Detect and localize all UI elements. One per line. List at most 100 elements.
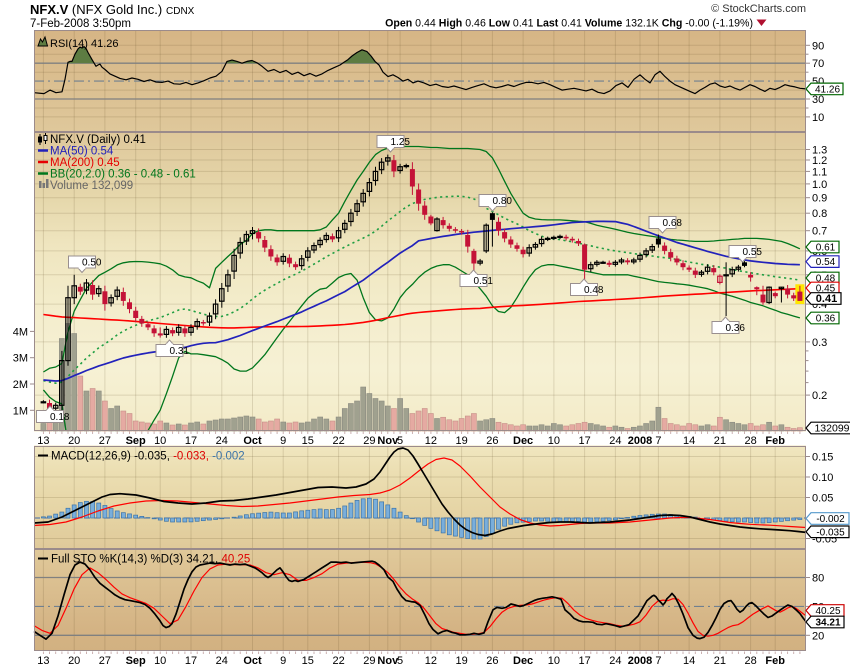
svg-text:10: 10 (154, 655, 166, 667)
svg-text:24: 24 (609, 435, 621, 447)
svg-text:13: 13 (37, 655, 49, 667)
svg-text:34.21: 34.21 (815, 618, 840, 629)
svg-text:7: 7 (655, 655, 661, 667)
svg-text:26: 26 (486, 655, 498, 667)
svg-text:0.7: 0.7 (812, 226, 827, 238)
svg-text:0.10: 0.10 (812, 472, 833, 484)
svg-text:21: 21 (714, 655, 726, 667)
svg-text:26: 26 (486, 435, 498, 447)
svg-text:17: 17 (578, 435, 590, 447)
svg-text:132099: 132099 (814, 423, 849, 435)
svg-text:2008: 2008 (628, 655, 652, 667)
svg-text:29: 29 (363, 435, 375, 447)
svg-text:Open 0.44 High 0.46 Low 0.41 L: Open 0.44 High 0.46 Low 0.41 Last 0.41 V… (385, 18, 753, 30)
svg-text:14: 14 (683, 655, 695, 667)
svg-text:2M: 2M (13, 379, 28, 391)
svg-text:0.41: 0.41 (816, 293, 837, 305)
svg-text:3M: 3M (13, 353, 28, 365)
svg-text:15: 15 (302, 435, 314, 447)
svg-text:Nov: Nov (377, 655, 399, 667)
svg-text:Volume 132,099: Volume 132,099 (50, 180, 133, 192)
svg-text:0.31: 0.31 (170, 346, 190, 357)
svg-text:0.36: 0.36 (816, 314, 836, 325)
svg-text:2008: 2008 (628, 435, 652, 447)
svg-text:27: 27 (99, 435, 111, 447)
svg-text:10: 10 (548, 655, 560, 667)
svg-text:Feb: Feb (765, 435, 785, 447)
svg-text:NFX.V (Daily) 0.41: NFX.V (Daily) 0.41 (50, 134, 146, 146)
svg-text:0.18: 0.18 (50, 412, 70, 423)
svg-text:20: 20 (812, 630, 824, 642)
svg-text:10: 10 (812, 112, 824, 124)
svg-text:24: 24 (216, 655, 228, 667)
svg-text:1.3: 1.3 (812, 145, 827, 157)
svg-text:-0.035: -0.035 (816, 527, 845, 538)
svg-text:30: 30 (812, 94, 824, 106)
svg-text:1M: 1M (13, 405, 28, 417)
svg-text:7: 7 (655, 435, 661, 447)
svg-text:Oct: Oct (243, 655, 262, 667)
svg-text:BB(20,2.0) 0.36 - 0.48 - 0.61: BB(20,2.0) 0.36 - 0.48 - 0.61 (50, 169, 196, 181)
svg-text:80: 80 (812, 573, 824, 585)
svg-text:0.80: 0.80 (493, 196, 513, 207)
svg-text:0.61: 0.61 (816, 243, 836, 254)
svg-text:20: 20 (68, 655, 80, 667)
svg-text:Dec: Dec (513, 435, 533, 447)
svg-text:-0.002: -0.002 (816, 514, 845, 525)
svg-text:20: 20 (68, 435, 80, 447)
svg-text:28: 28 (744, 655, 756, 667)
svg-text:Full STO %K(14,3) %D(3) 34.21,: Full STO %K(14,3) %D(3) 34.21, 40.25 (51, 554, 250, 566)
svg-text:NFX.V (NFX Gold Inc.): NFX.V (NFX Gold Inc.) (30, 2, 162, 17)
svg-text:5: 5 (397, 655, 403, 667)
svg-text:0.45: 0.45 (816, 284, 836, 295)
svg-text:0.05: 0.05 (812, 493, 833, 505)
svg-text:17: 17 (185, 655, 197, 667)
svg-text:22: 22 (332, 435, 344, 447)
svg-text:17: 17 (578, 655, 590, 667)
svg-text:12: 12 (425, 655, 437, 667)
svg-text:21: 21 (714, 435, 726, 447)
svg-text:5: 5 (397, 435, 403, 447)
svg-text:Sep: Sep (126, 655, 146, 667)
svg-text:© StockCharts.com: © StockCharts.com (711, 3, 806, 15)
svg-text:40.25: 40.25 (815, 606, 840, 617)
svg-text:0.2: 0.2 (812, 390, 827, 402)
svg-text:CDNX: CDNX (166, 6, 195, 17)
svg-text:27: 27 (99, 655, 111, 667)
svg-text:9: 9 (280, 435, 286, 447)
svg-text:0.36: 0.36 (726, 323, 746, 334)
svg-text:12: 12 (425, 435, 437, 447)
svg-text:7-Feb-2008 3:50pm: 7-Feb-2008 3:50pm (30, 18, 131, 30)
svg-text:0.55: 0.55 (743, 247, 763, 258)
svg-text:9: 9 (280, 655, 286, 667)
svg-text:41.26: 41.26 (815, 85, 840, 96)
svg-text:19: 19 (455, 655, 467, 667)
svg-text:24: 24 (609, 655, 621, 667)
svg-text:0.8: 0.8 (812, 208, 827, 220)
svg-text:4M: 4M (13, 326, 28, 338)
svg-text:29: 29 (363, 655, 375, 667)
svg-text:22: 22 (332, 655, 344, 667)
svg-text:Dec: Dec (513, 655, 533, 667)
svg-text:1.0: 1.0 (812, 179, 827, 191)
svg-text:10: 10 (154, 435, 166, 447)
svg-text:1.1: 1.1 (812, 166, 827, 178)
svg-text:Feb: Feb (765, 655, 785, 667)
svg-text:15: 15 (302, 655, 314, 667)
svg-text:0.48: 0.48 (584, 285, 604, 296)
svg-text:0.3: 0.3 (812, 337, 827, 349)
svg-text:13: 13 (37, 435, 49, 447)
svg-text:1.25: 1.25 (391, 137, 411, 148)
svg-text:0.54: 0.54 (816, 257, 836, 268)
svg-text:17: 17 (185, 435, 197, 447)
svg-text:70: 70 (812, 58, 824, 70)
svg-text:RSI(14) 41.26: RSI(14) 41.26 (50, 38, 118, 50)
svg-text:0.50: 0.50 (82, 258, 102, 269)
svg-text:MACD(12,26,9) -0.035, -0.033,: MACD(12,26,9) -0.035, -0.033, -0.002 (51, 451, 245, 463)
svg-text:0.9: 0.9 (812, 193, 827, 205)
svg-text:Oct: Oct (243, 435, 262, 447)
svg-text:MA(200) 0.45: MA(200) 0.45 (50, 157, 120, 169)
svg-text:28: 28 (744, 435, 756, 447)
svg-text:0.51: 0.51 (474, 276, 494, 287)
svg-text:14: 14 (683, 435, 695, 447)
